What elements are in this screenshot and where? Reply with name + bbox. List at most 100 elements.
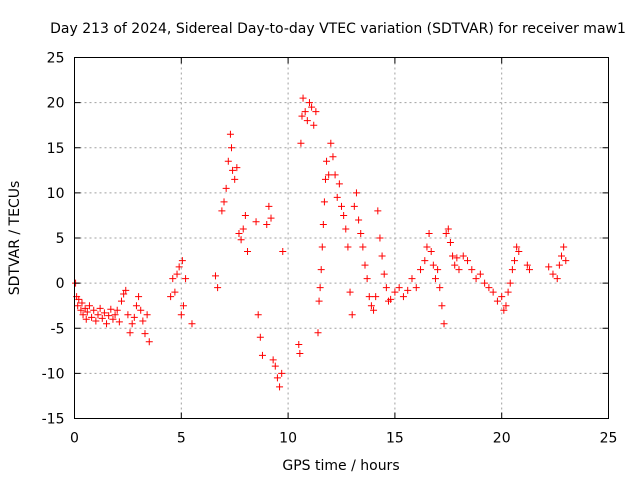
data-point: [139, 317, 147, 325]
data-point: [301, 108, 309, 116]
data-point: [298, 112, 306, 120]
data-point: [113, 306, 121, 314]
data-point: [263, 220, 271, 228]
data-point: [449, 252, 457, 260]
data-point: [562, 257, 570, 265]
data-point: [132, 302, 140, 310]
data-point: [455, 266, 463, 274]
data-point: [231, 175, 239, 183]
data-point: [173, 270, 181, 278]
data-point: [327, 139, 335, 147]
data-point: [408, 275, 416, 283]
data-point: [229, 166, 237, 174]
data-point: [359, 243, 367, 251]
data-point: [348, 311, 356, 319]
chart-title: Day 213 of 2024, Sidereal Day-to-day VTE…: [50, 21, 626, 37]
data-point: [85, 302, 93, 310]
data-point: [498, 293, 506, 301]
data-point: [344, 243, 352, 251]
data-point: [75, 295, 83, 303]
data-point: [431, 275, 439, 283]
data-point: [325, 171, 333, 179]
data-point: [485, 284, 493, 292]
data-point: [107, 305, 115, 313]
data-point: [111, 311, 119, 319]
data-point: [331, 171, 339, 179]
data-point: [96, 304, 104, 312]
data-point: [267, 214, 275, 222]
data-point: [94, 311, 102, 319]
data-point: [523, 261, 531, 269]
data-point: [128, 320, 136, 328]
data-point: [380, 270, 388, 278]
y-tick-label: 0: [56, 276, 65, 292]
y-tick-label: 25: [47, 51, 65, 67]
y-tick-label: -5: [51, 321, 65, 337]
data-point: [451, 261, 459, 269]
data-point: [252, 218, 260, 226]
data-point: [317, 266, 325, 274]
data-point: [269, 356, 277, 364]
data-point: [549, 270, 557, 278]
data-point: [171, 288, 179, 296]
data-point: [115, 318, 123, 326]
data-point: [387, 295, 395, 303]
data-point: [179, 302, 187, 310]
data-point: [169, 275, 177, 283]
axis-ticks: [74, 57, 609, 419]
data-point: [555, 261, 563, 269]
y-tick-label: -15: [42, 412, 65, 428]
grid-lines: [74, 57, 609, 419]
data-point: [553, 275, 561, 283]
x-tick-label: 20: [493, 431, 511, 447]
data-point: [481, 279, 489, 287]
data-point: [83, 308, 91, 316]
data-points: [72, 94, 570, 391]
data-point: [211, 272, 219, 280]
data-point: [135, 293, 143, 301]
data-point: [227, 144, 235, 152]
data-point: [476, 270, 484, 278]
data-point: [296, 350, 304, 358]
x-axis-label: GPS time / hours: [282, 458, 399, 474]
x-tick-labels: 0 5 10 15 20 25: [70, 431, 617, 447]
data-point: [427, 248, 435, 256]
data-point: [130, 313, 138, 321]
data-point: [278, 369, 286, 377]
data-point: [241, 211, 249, 219]
data-point: [218, 207, 226, 215]
data-point: [502, 302, 510, 310]
data-point: [237, 236, 245, 244]
data-point: [258, 351, 266, 359]
data-point: [303, 117, 311, 125]
data-point: [233, 164, 241, 172]
data-point: [105, 312, 113, 320]
data-point: [98, 314, 106, 322]
data-point: [273, 374, 281, 382]
data-point: [145, 338, 153, 346]
data-point: [459, 252, 467, 260]
data-point: [438, 302, 446, 310]
data-point: [321, 175, 329, 183]
data-point: [314, 329, 322, 337]
data-point: [310, 121, 318, 129]
data-point: [525, 266, 533, 274]
data-point: [372, 293, 380, 301]
data-point: [333, 193, 341, 201]
data-point: [224, 157, 232, 165]
data-point: [429, 261, 437, 269]
data-point: [295, 340, 303, 348]
data-point: [178, 257, 186, 265]
data-point: [74, 302, 82, 310]
data-point: [468, 266, 476, 274]
data-point: [100, 309, 108, 317]
data-point: [244, 248, 252, 256]
data-point: [472, 275, 480, 283]
data-point: [226, 130, 234, 138]
data-point: [434, 266, 442, 274]
data-point: [220, 198, 228, 206]
data-point: [342, 225, 350, 233]
x-tick-label: 5: [177, 431, 186, 447]
y-tick-label: 15: [47, 141, 65, 157]
